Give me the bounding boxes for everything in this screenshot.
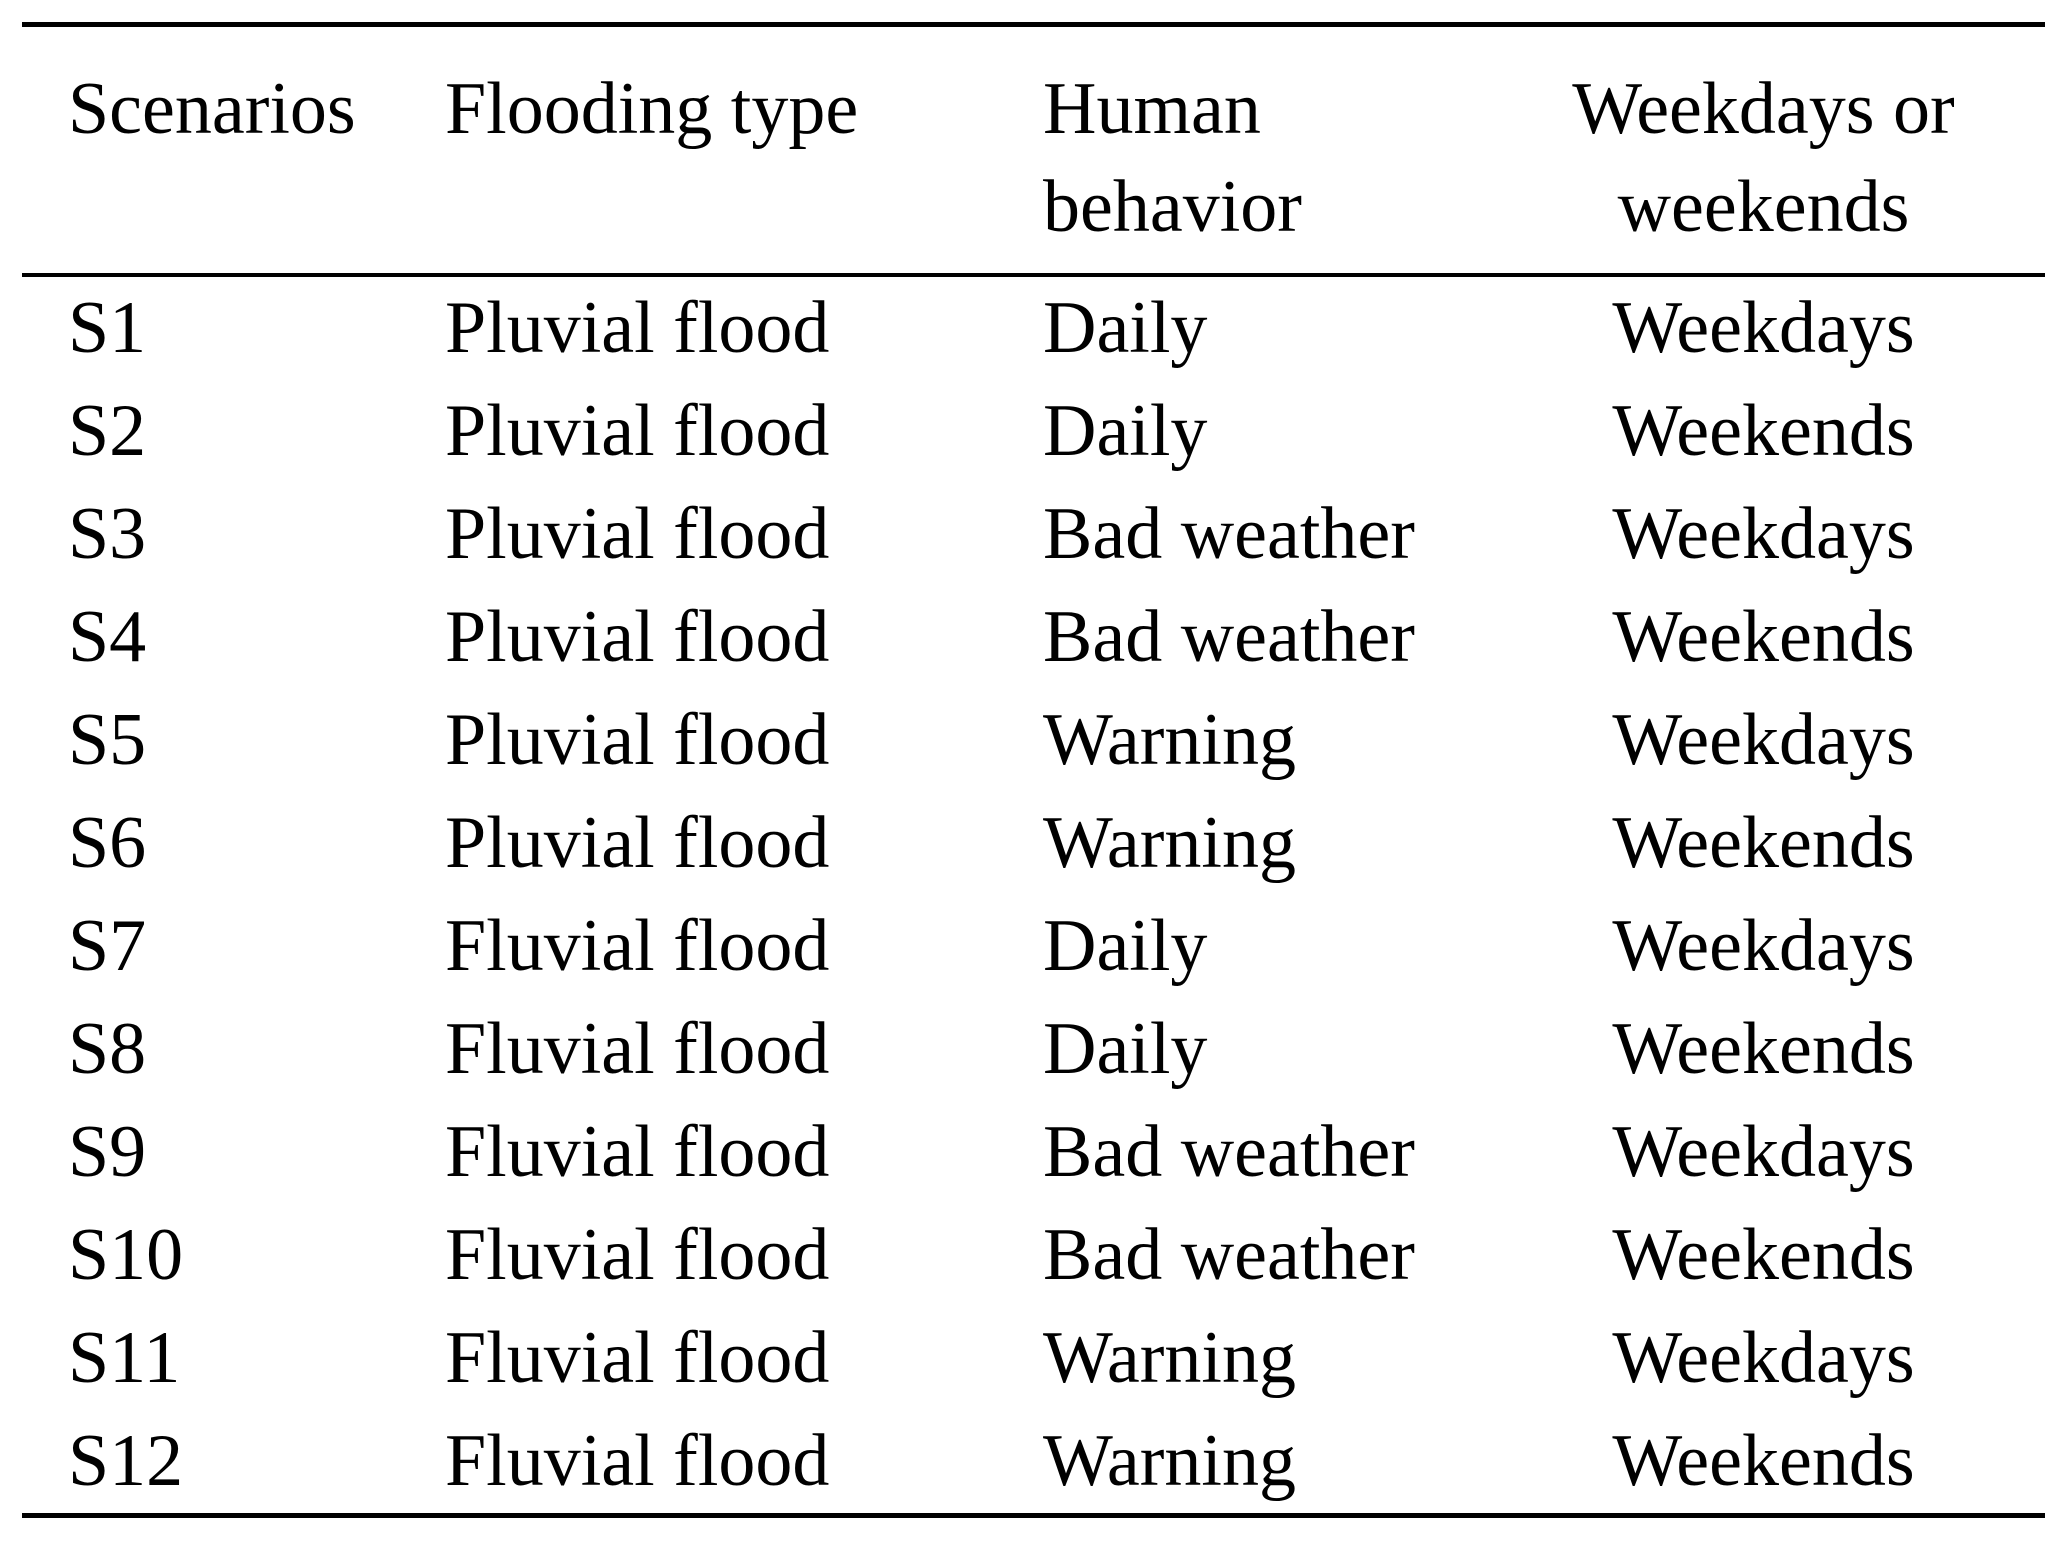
header-weekdays-or-weekends: Weekdays or weekends <box>1572 68 1955 248</box>
cell-flooding-type: Pluvial flood <box>445 699 830 781</box>
cell-scenario: S5 <box>68 699 147 781</box>
cell-scenario: S12 <box>68 1420 184 1502</box>
scenarios-table: Scenarios Flooding type Human behavior W… <box>22 22 2045 1518</box>
cell-day-type: Weekdays <box>1612 287 1915 369</box>
cell-scenario: S1 <box>68 287 147 369</box>
cell-day-type: Weekdays <box>1612 905 1915 987</box>
header-human-behavior: Human behavior <box>1043 68 1302 248</box>
table-row: S12 Fluvial flood Warning Weekends <box>22 1410 2045 1513</box>
table-row: S5 Pluvial flood Warning Weekdays <box>22 689 2045 792</box>
cell-scenario: S4 <box>68 596 147 678</box>
cell-day-type: Weekdays <box>1612 699 1915 781</box>
cell-scenario: S6 <box>68 802 147 884</box>
cell-day-type: Weekends <box>1612 802 1915 884</box>
table-row: S3 Pluvial flood Bad weather Weekdays <box>22 483 2045 586</box>
table-row: S10 Fluvial flood Bad weather Weekends <box>22 1204 2045 1307</box>
cell-day-type: Weekdays <box>1612 493 1915 575</box>
table-header-row: Scenarios Flooding type Human behavior W… <box>22 27 2045 273</box>
cell-human-behavior: Daily <box>1043 390 1208 472</box>
table-row: S1 Pluvial flood Daily Weekdays <box>22 277 2045 380</box>
cell-flooding-type: Pluvial flood <box>445 493 830 575</box>
cell-day-type: Weekdays <box>1612 1317 1915 1399</box>
cell-scenario: S9 <box>68 1111 147 1193</box>
cell-human-behavior: Warning <box>1043 802 1296 884</box>
cell-day-type: Weekends <box>1612 390 1915 472</box>
cell-flooding-type: Pluvial flood <box>445 287 830 369</box>
cell-day-type: Weekends <box>1612 596 1915 678</box>
cell-human-behavior: Bad weather <box>1043 1214 1415 1296</box>
cell-flooding-type: Fluvial flood <box>445 1420 830 1502</box>
cell-flooding-type: Fluvial flood <box>445 1317 830 1399</box>
cell-scenario: S7 <box>68 905 147 987</box>
table-bottom-rule <box>22 1513 2045 1518</box>
table-row: S9 Fluvial flood Bad weather Weekdays <box>22 1101 2045 1204</box>
table-row: S11 Fluvial flood Warning Weekdays <box>22 1307 2045 1410</box>
cell-human-behavior: Warning <box>1043 1317 1296 1399</box>
cell-scenario: S11 <box>68 1317 181 1399</box>
cell-flooding-type: Pluvial flood <box>445 596 830 678</box>
cell-scenario: S3 <box>68 493 147 575</box>
table-mid-rule <box>22 273 2045 277</box>
cell-day-type: Weekdays <box>1612 1111 1915 1193</box>
cell-human-behavior: Daily <box>1043 287 1208 369</box>
cell-day-type: Weekends <box>1612 1420 1915 1502</box>
cell-flooding-type: Fluvial flood <box>445 1214 830 1296</box>
table-row: S4 Pluvial flood Bad weather Weekends <box>22 586 2045 689</box>
cell-human-behavior: Daily <box>1043 905 1208 987</box>
cell-flooding-type: Fluvial flood <box>445 1111 830 1193</box>
cell-flooding-type: Pluvial flood <box>445 802 830 884</box>
cell-flooding-type: Fluvial flood <box>445 905 830 987</box>
table-top-rule <box>22 22 2045 27</box>
header-flooding-type: Flooding type <box>445 68 859 150</box>
header-scenarios: Scenarios <box>68 68 356 150</box>
cell-day-type: Weekends <box>1612 1214 1915 1296</box>
cell-day-type: Weekends <box>1612 1008 1915 1090</box>
table-row: S2 Pluvial flood Daily Weekends <box>22 380 2045 483</box>
cell-human-behavior: Bad weather <box>1043 596 1415 678</box>
table-row: S6 Pluvial flood Warning Weekends <box>22 792 2045 895</box>
cell-human-behavior: Bad weather <box>1043 493 1415 575</box>
table-row: S7 Fluvial flood Daily Weekdays <box>22 895 2045 998</box>
cell-flooding-type: Fluvial flood <box>445 1008 830 1090</box>
cell-human-behavior: Warning <box>1043 699 1296 781</box>
cell-scenario: S8 <box>68 1008 147 1090</box>
table-row: S8 Fluvial flood Daily Weekends <box>22 998 2045 1101</box>
cell-scenario: S2 <box>68 390 147 472</box>
cell-human-behavior: Bad weather <box>1043 1111 1415 1193</box>
cell-scenario: S10 <box>68 1214 184 1296</box>
cell-human-behavior: Daily <box>1043 1008 1208 1090</box>
cell-flooding-type: Pluvial flood <box>445 390 830 472</box>
cell-human-behavior: Warning <box>1043 1420 1296 1502</box>
